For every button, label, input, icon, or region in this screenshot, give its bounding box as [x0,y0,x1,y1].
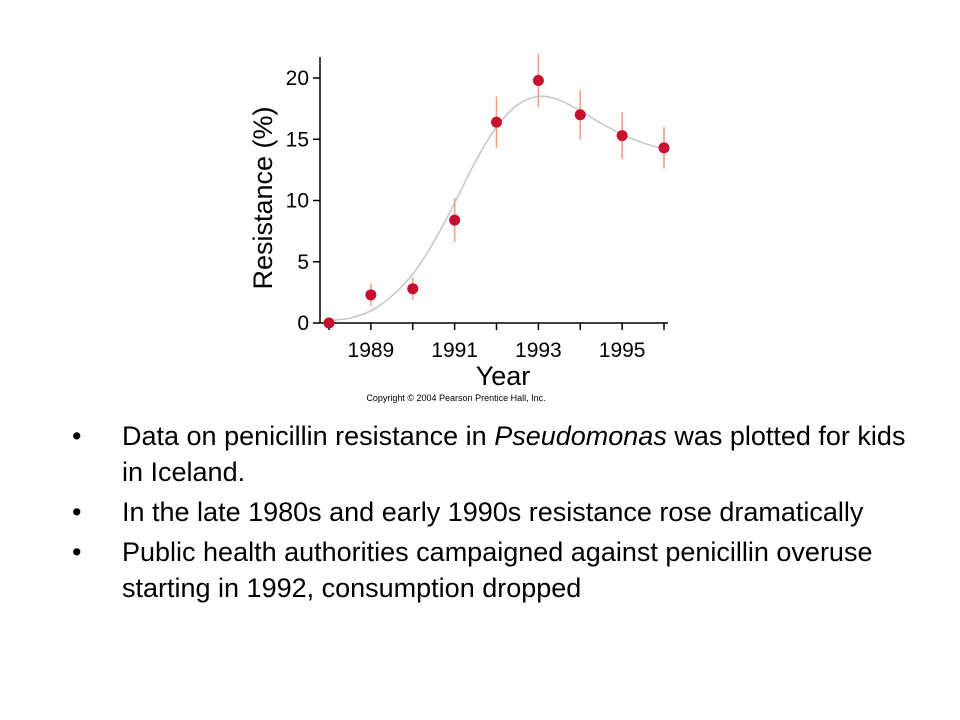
data-point [365,289,377,301]
bullet-item-1: • Data on penicillin resistance in Pseud… [72,418,932,490]
x-axis-title: Year [476,361,531,391]
data-point [407,283,419,295]
bullet-text-1-italic: Pseudomonas [494,421,667,451]
data-point [323,317,335,329]
bullet-text-1a: Data on penicillin resistance in [122,421,495,451]
data-point [616,130,628,142]
error-bars-group [328,53,665,323]
bullet-item-3: • Public health authorities campaigned a… [72,534,932,606]
bullet-marker: • [72,421,82,451]
data-points-group [323,74,670,329]
x-tick-label: 1993 [515,339,562,362]
x-tick-label: 1995 [599,339,646,362]
y-tick-label: 10 [286,190,309,213]
y-axis-title: Resistance (%) [248,106,278,289]
copyright-notice: Copyright © 2004 Pearson Prentice Hall, … [366,393,545,403]
chart-axes [313,57,668,330]
data-point [449,214,461,226]
data-point [574,109,586,121]
y-tick-label: 5 [297,251,309,274]
x-tick-label: 1991 [431,339,478,362]
bullet-marker: • [72,537,82,567]
bullet-list: • Data on penicillin resistance in Pseud… [72,418,932,610]
y-tick-label: 0 [297,312,309,335]
bullet-marker: • [72,497,82,527]
bullet-text-3: Public health authorities campaigned aga… [122,537,873,603]
y-tick-label: 15 [286,128,309,151]
x-tick-label: 1989 [348,339,395,362]
bullet-text-1b: was plotted for kids in Iceland. [122,421,906,487]
data-point [658,142,670,154]
tick-labels-group: 0 5 10 15 20 1989 1991 1993 1995 [286,67,646,362]
data-point [491,116,502,128]
y-tick-label: 20 [286,67,309,90]
bullet-item-2: • In the late 1980s and early 1990s resi… [72,494,932,530]
data-point [532,74,544,86]
bullet-text-2: In the late 1980s and early 1990s resist… [122,497,864,527]
